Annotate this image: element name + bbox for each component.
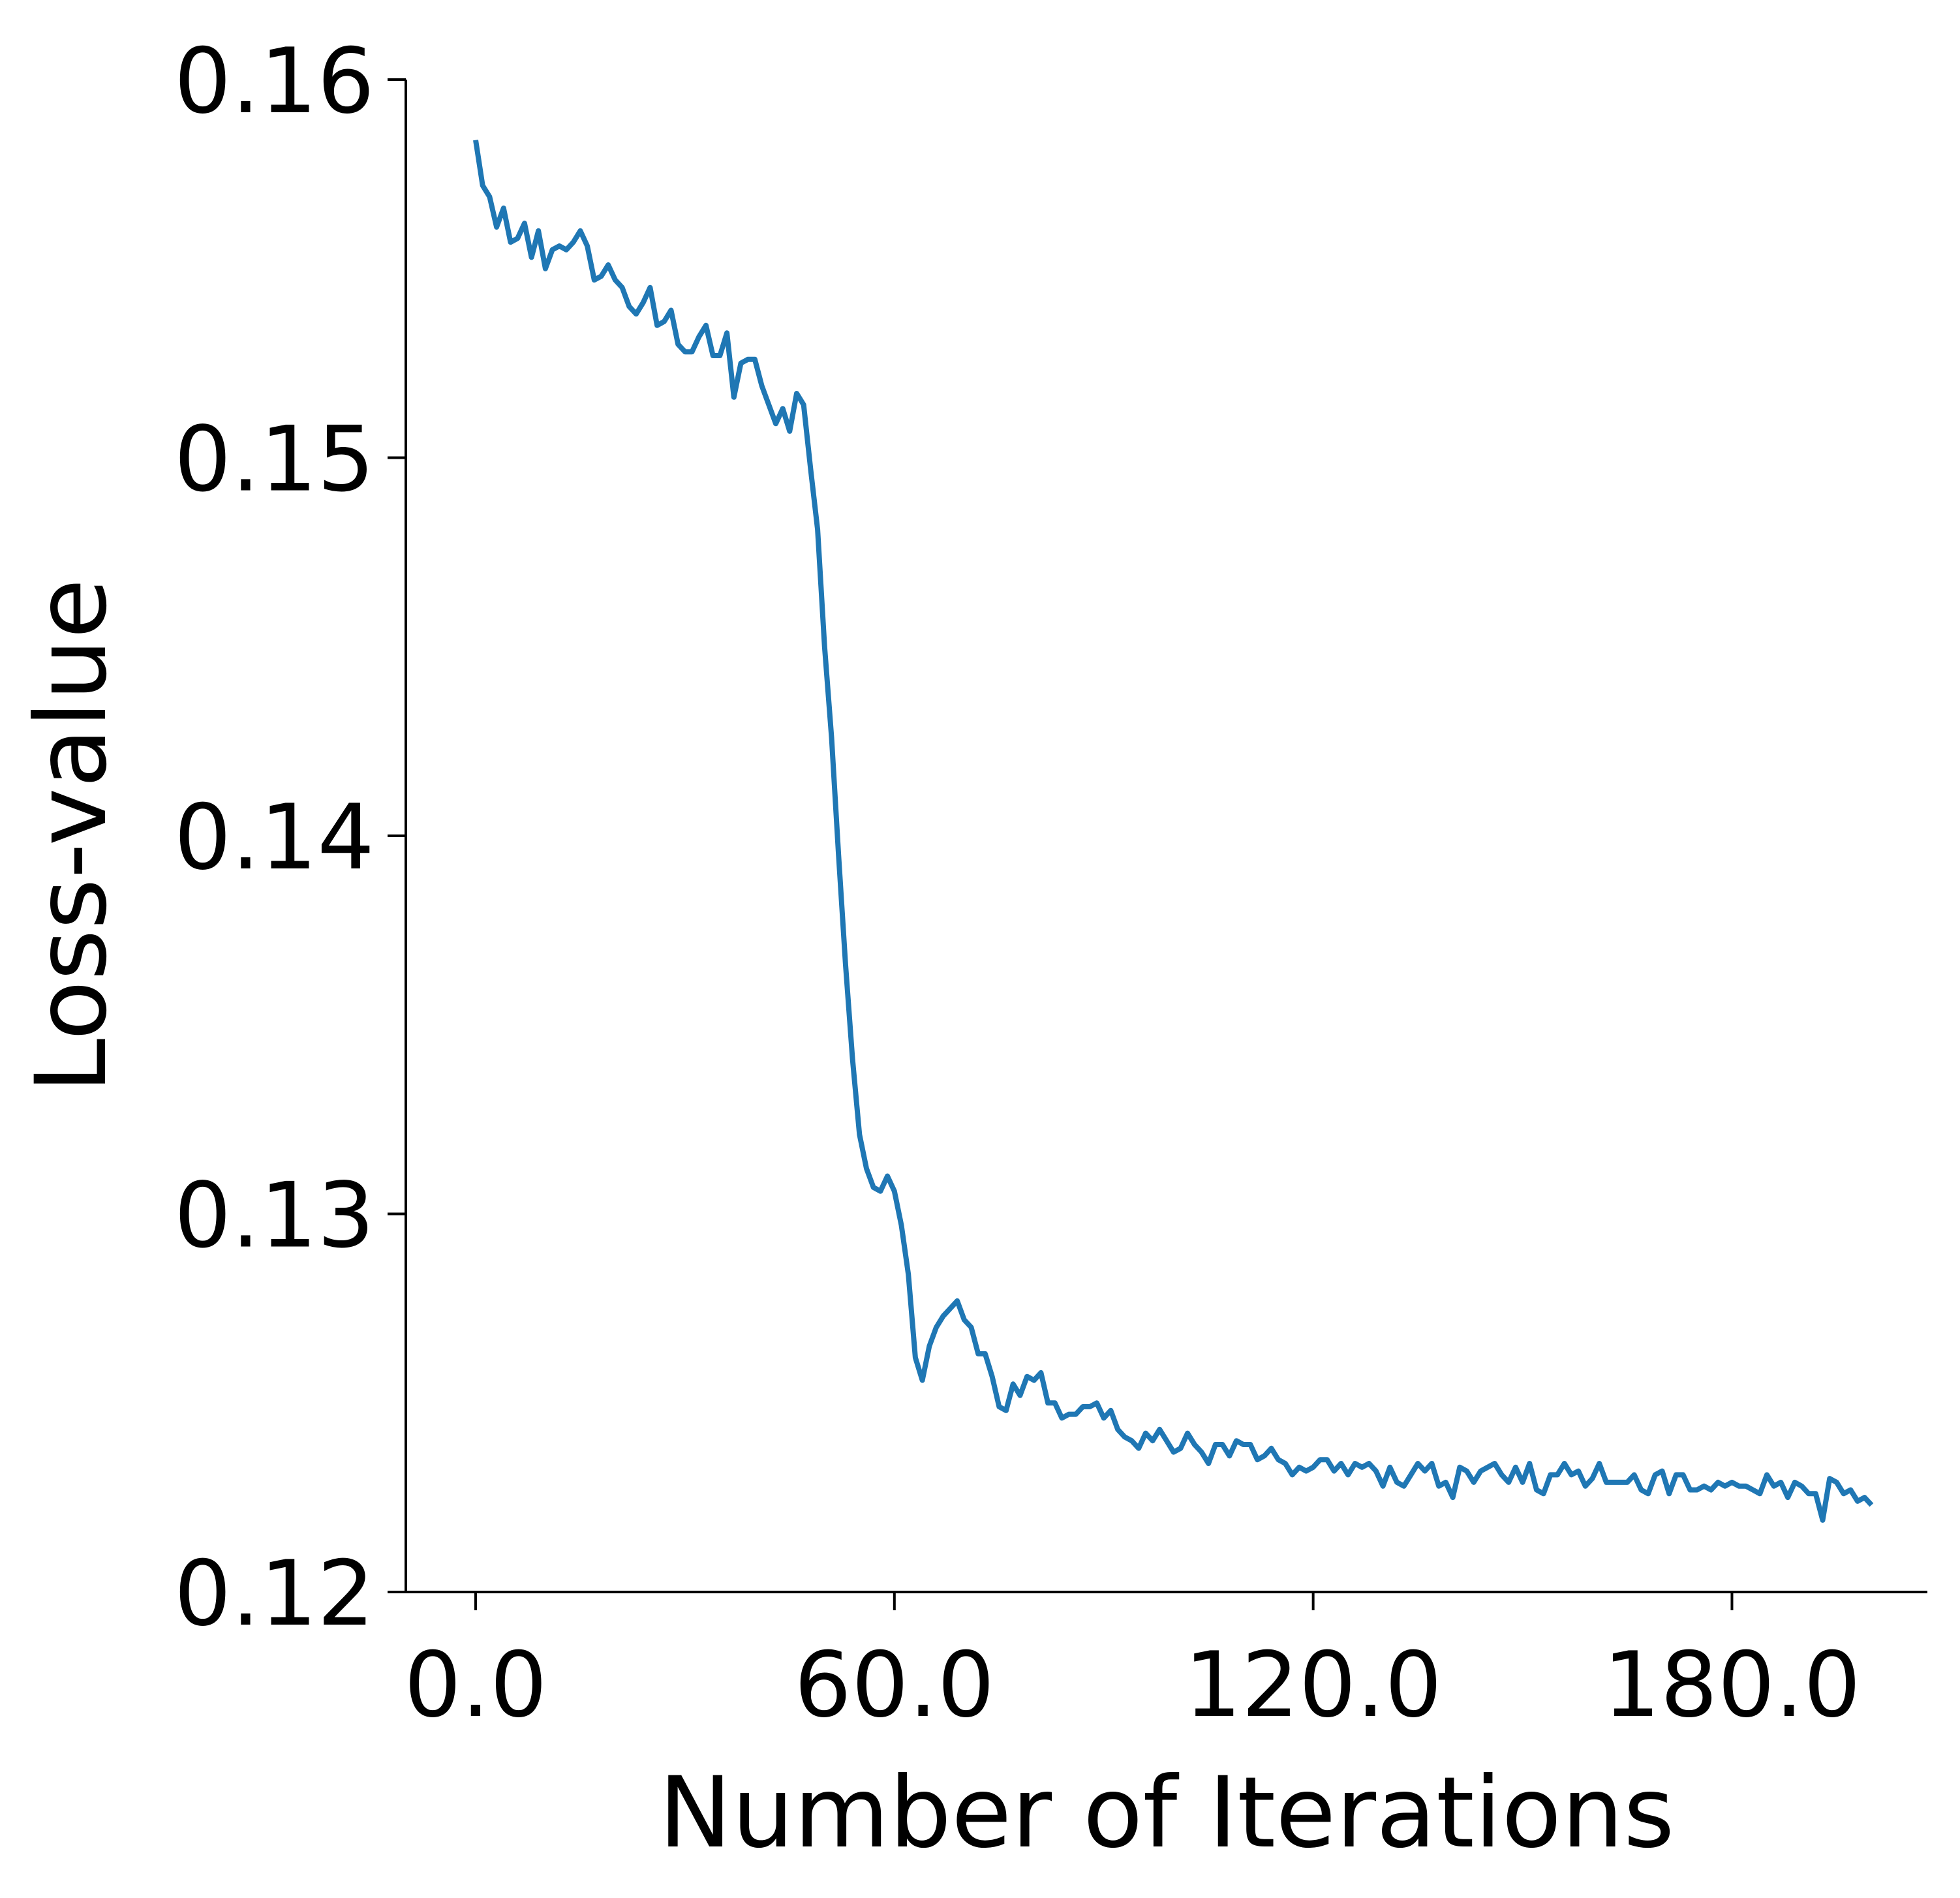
y-tick-label: 0.12 [174,1541,375,1646]
y-tick-label: 0.16 [174,29,375,134]
y-axis-title: Loss-value [15,579,129,1094]
series-layer [473,140,1874,1523]
loss-series-line [473,140,1874,1523]
y-tick-label: 0.15 [174,407,375,512]
x-axis-ticks: 0.0 60.0 120.0 180.0 [404,1592,1861,1737]
y-tick-label: 0.14 [174,785,375,890]
x-tick-label: 120.0 [1184,1632,1442,1737]
x-tick-label: 0.0 [404,1632,547,1737]
y-axis-ticks: 0.12 0.13 0.14 0.15 0.16 [174,29,406,1646]
axes [405,80,1927,1593]
x-tick-label: 180.0 [1603,1632,1861,1737]
x-axis-title: Number of Iterations [659,1756,1675,1870]
x-tick-label: 60.0 [794,1632,994,1737]
y-tick-label: 0.13 [174,1163,375,1268]
